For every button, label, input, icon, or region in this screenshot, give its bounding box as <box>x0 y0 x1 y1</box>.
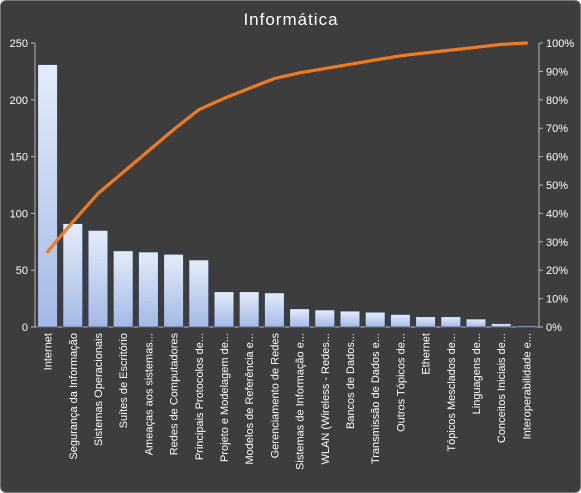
category-label: Ethernet <box>421 333 433 375</box>
bar <box>264 292 285 328</box>
right-tick-label: 90% <box>546 66 568 78</box>
bar <box>163 253 184 328</box>
bar <box>62 223 83 328</box>
category-label: Bancos de Dados... <box>345 333 357 429</box>
bar <box>213 291 235 328</box>
left-tick-label: 50 <box>16 265 28 277</box>
bar <box>239 291 260 328</box>
left-tick-label: 100 <box>10 208 28 220</box>
bar <box>465 318 487 328</box>
bar <box>37 64 58 328</box>
right-tick-label: 40% <box>546 208 568 220</box>
bar <box>516 325 537 328</box>
tick-labels: 0 50 100 150 200 250 0% 10% 20% 30% 40% 50% 60% 70% 80… <box>10 38 575 334</box>
category-label: Segurança da Informação <box>68 333 80 460</box>
bar <box>440 316 461 328</box>
chart-title: Informática <box>243 10 338 29</box>
category-label: Sistemas Operacionais <box>93 333 105 447</box>
bar <box>87 230 109 328</box>
cumulative-line-series <box>45 41 529 254</box>
category-label: Principais Protocolos de... <box>194 333 206 460</box>
bar <box>314 309 335 328</box>
category-label: Internet <box>43 333 55 370</box>
right-tick-label: 30% <box>546 237 568 249</box>
category-label: Conceitos Iniciais de... <box>496 333 508 443</box>
category-label: Ameaças aos sistemas... <box>143 333 155 455</box>
right-tick-label: 10% <box>546 294 568 306</box>
category-label: Interoperabilidade e... <box>521 333 533 439</box>
left-tick-label: 250 <box>10 38 28 50</box>
category-label: Sistemas de Informação e... <box>295 333 307 470</box>
bar <box>365 311 386 328</box>
category-label: WLAN (Wireless - Redes... <box>320 333 332 464</box>
right-tick-label: 100% <box>546 38 574 50</box>
bar <box>138 251 159 328</box>
bar <box>415 316 436 328</box>
category-label: Projeto e Modelagem de... <box>219 333 231 462</box>
right-tick-label: 60% <box>546 152 568 164</box>
right-tick-label: 80% <box>546 95 568 107</box>
bar <box>491 323 512 328</box>
category-label: Gerenciamento de Redes <box>269 333 281 459</box>
category-label: Transmissão de Dados e... <box>370 333 382 464</box>
left-tick-label: 0 <box>22 322 28 334</box>
category-label: Modelos de Referência e... <box>244 333 256 464</box>
right-tick-label: 50% <box>546 180 568 192</box>
category-label: Tópicos Mesclados de... <box>446 333 458 452</box>
bar <box>188 259 209 328</box>
category-labels: Internet Segurança da Informação Sistemas … <box>43 333 534 470</box>
right-tick-label: 20% <box>546 265 568 277</box>
category-label: Outros Tópicos de... <box>395 333 407 432</box>
category-label: Suítes de Escritório <box>118 333 130 428</box>
cumulative-percent-line <box>45 41 529 254</box>
category-label: Redes de Computadores <box>169 333 181 456</box>
bars-series <box>37 64 537 328</box>
left-tick-label: 200 <box>10 95 28 107</box>
bar <box>289 308 310 328</box>
bar <box>339 310 361 328</box>
bar <box>390 314 411 328</box>
category-label: Linguagens de... <box>471 333 483 414</box>
right-tick-label: 0% <box>546 322 562 334</box>
left-tick-label: 150 <box>10 152 28 164</box>
right-tick-label: 70% <box>546 123 568 135</box>
bar <box>113 250 134 328</box>
